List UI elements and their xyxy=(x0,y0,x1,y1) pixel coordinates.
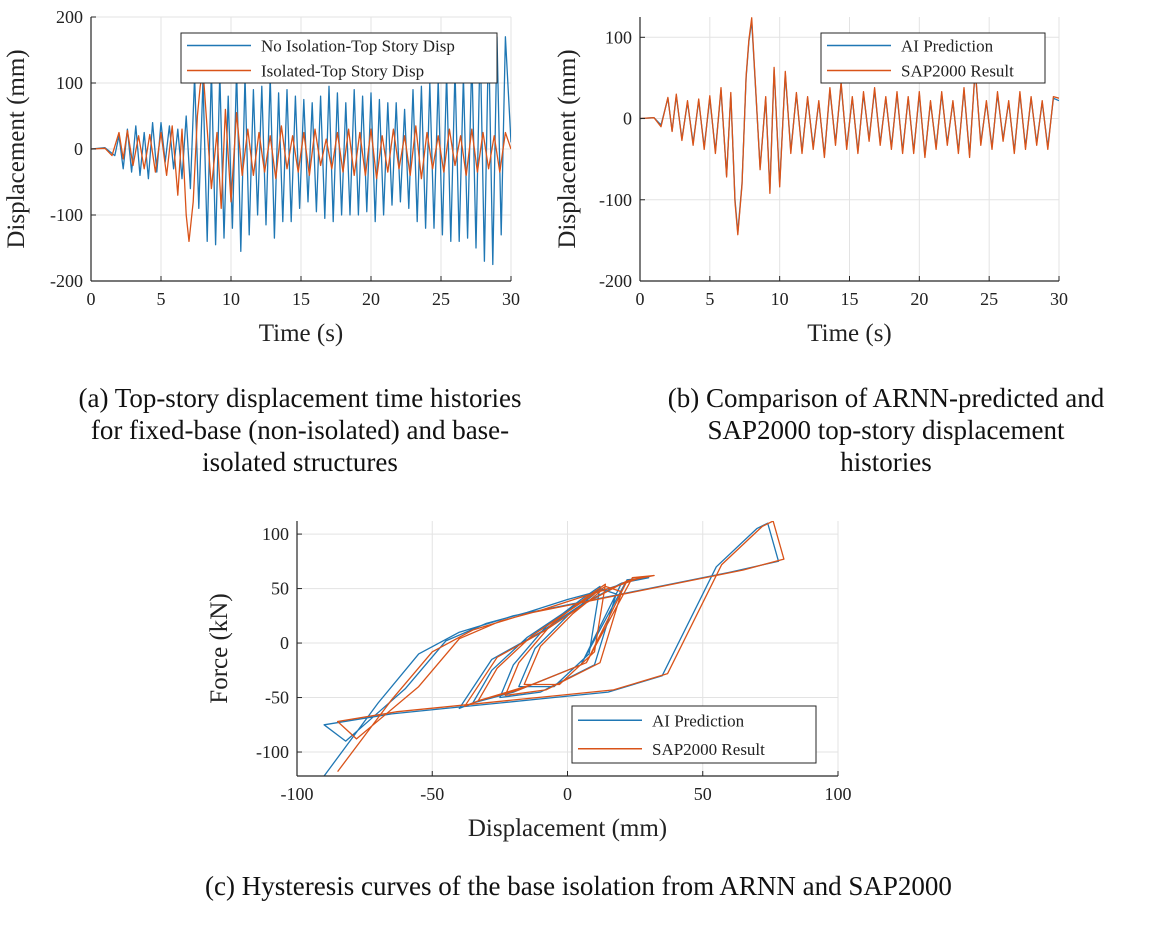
x-tick-label: 30 xyxy=(502,289,520,309)
caption-c-line-1: (c) Hysteresis curves of the base isolat… xyxy=(205,871,952,901)
chart-a: 0 5 10 15 20 25 30 -200 -100 0 100 200 Time (s) Displ… xyxy=(3,7,520,347)
caption-a: (a) Top-story displacement time historie… xyxy=(0,382,600,478)
series-line-1 xyxy=(91,32,511,266)
x-tick-label: 15 xyxy=(841,289,859,309)
series-line-2 xyxy=(91,69,511,243)
x-tick-label: 5 xyxy=(157,289,166,309)
y-tick-label: 0 xyxy=(623,109,632,129)
y-axis-label: Force (kN) xyxy=(206,593,233,703)
x-tick-label: 25 xyxy=(432,289,450,309)
x-tick-label: 20 xyxy=(362,289,380,309)
y-tick-label: -100 xyxy=(599,190,632,210)
x-tick-label: 0 xyxy=(636,289,645,309)
y-tick-label: 0 xyxy=(280,633,289,653)
y-axis-label: Displacement (mm) xyxy=(554,49,581,248)
legend-label: SAP2000 Result xyxy=(652,740,765,759)
x-axis-label: Time (s) xyxy=(807,320,892,347)
series-line-2 xyxy=(336,521,785,772)
caption-a-line-3: isolated structures xyxy=(202,447,398,477)
x-tick-label: 5 xyxy=(705,289,714,309)
x-tick-label: 10 xyxy=(771,289,789,309)
legend-box xyxy=(180,32,498,84)
x-tick-label: -100 xyxy=(281,784,314,804)
legend-label: AI Prediction xyxy=(652,711,745,730)
series-line-2 xyxy=(640,17,1059,236)
y-tick-label: 50 xyxy=(271,579,289,599)
y-tick-label: 0 xyxy=(74,139,83,159)
y-tick-label: -50 xyxy=(265,688,289,708)
x-tick-label: 30 xyxy=(1050,289,1068,309)
x-tick-label: 0 xyxy=(87,289,96,309)
x-axis-label: Time (s) xyxy=(259,320,344,347)
y-tick-label: 200 xyxy=(56,7,83,27)
x-tick-label: 100 xyxy=(825,784,852,804)
chart-c: -100 -50 0 50 100 -100 -50 0 50 100 Displacement (… xyxy=(206,521,852,842)
caption-b: (b) Comparison of ARNN-predicted and SAP… xyxy=(615,382,1157,478)
legend: AI Prediction SAP2000 Result xyxy=(571,705,817,764)
x-tick-label: -50 xyxy=(420,784,444,804)
legend-box xyxy=(820,32,1046,84)
caption-a-line-2: for fixed-base (non-isolated) and base- xyxy=(90,415,510,445)
chart-b: 0 5 10 15 20 25 30 -200 -100 0 100 Time (s) Displace… xyxy=(554,17,1068,347)
y-tick-label: -100 xyxy=(50,205,83,225)
y-tick-label: 100 xyxy=(605,27,632,47)
legend: AI Prediction SAP2000 Result xyxy=(820,32,1046,84)
y-tick-label: 100 xyxy=(262,524,289,544)
legend-label: SAP2000 Result xyxy=(901,62,1014,81)
legend-label: AI Prediction xyxy=(901,37,994,56)
x-tick-label: 20 xyxy=(910,289,928,309)
legend-label: No Isolation-Top Story Disp xyxy=(261,37,455,56)
caption-b-line-1: (b) Comparison of ARNN-predicted and xyxy=(667,383,1105,413)
legend-box xyxy=(571,705,817,764)
x-tick-label: 15 xyxy=(292,289,310,309)
y-tick-label: -200 xyxy=(50,271,83,291)
legend: No Isolation-Top Story Disp Isolated-Top … xyxy=(180,32,498,84)
caption-c: (c) Hysteresis curves of the base isolat… xyxy=(0,870,1157,902)
y-tick-label: 100 xyxy=(56,73,83,93)
legend-label: Isolated-Top Story Disp xyxy=(261,62,424,81)
caption-b-line-2: SAP2000 top-story displacement xyxy=(707,415,1065,445)
x-axis-label: Displacement (mm) xyxy=(468,815,667,842)
x-tick-label: 0 xyxy=(563,784,572,804)
y-tick-label: -200 xyxy=(599,271,632,291)
x-tick-label: 10 xyxy=(222,289,240,309)
y-axis-label: Displacement (mm) xyxy=(3,49,30,248)
x-tick-label: 50 xyxy=(694,784,712,804)
caption-b-line-3: histories xyxy=(840,447,932,477)
y-tick-label: -100 xyxy=(256,742,289,762)
caption-a-line-1: (a) Top-story displacement time historie… xyxy=(78,383,522,413)
x-tick-label: 25 xyxy=(980,289,998,309)
